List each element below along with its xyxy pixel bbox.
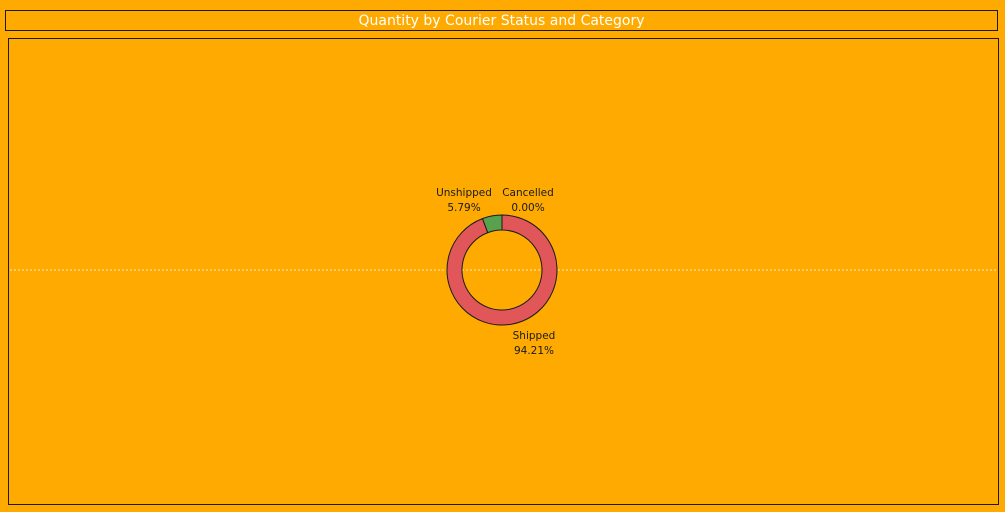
label-cancelled-name: Cancelled (502, 187, 554, 199)
donut-labels: Shipped 94.21% Unshipped 5.79% Cancelled 0.00… (436, 187, 555, 357)
label-unshipped-percent: 5.79% (447, 202, 480, 214)
slice-shipped[interactable] (446, 214, 558, 326)
chart-title-bar: Quantity by Courier Status and Category (5, 10, 998, 31)
label-unshipped-name: Unshipped (436, 187, 492, 199)
chart-frame (8, 38, 999, 505)
slice-unshipped[interactable] (481, 214, 503, 234)
label-shipped-percent: 94.21% (514, 345, 554, 357)
label-shipped-name: Shipped (513, 330, 556, 342)
donut-slices (446, 214, 558, 326)
chart-title: Quantity by Courier Status and Category (358, 12, 645, 29)
label-cancelled-percent: 0.00% (511, 202, 544, 214)
